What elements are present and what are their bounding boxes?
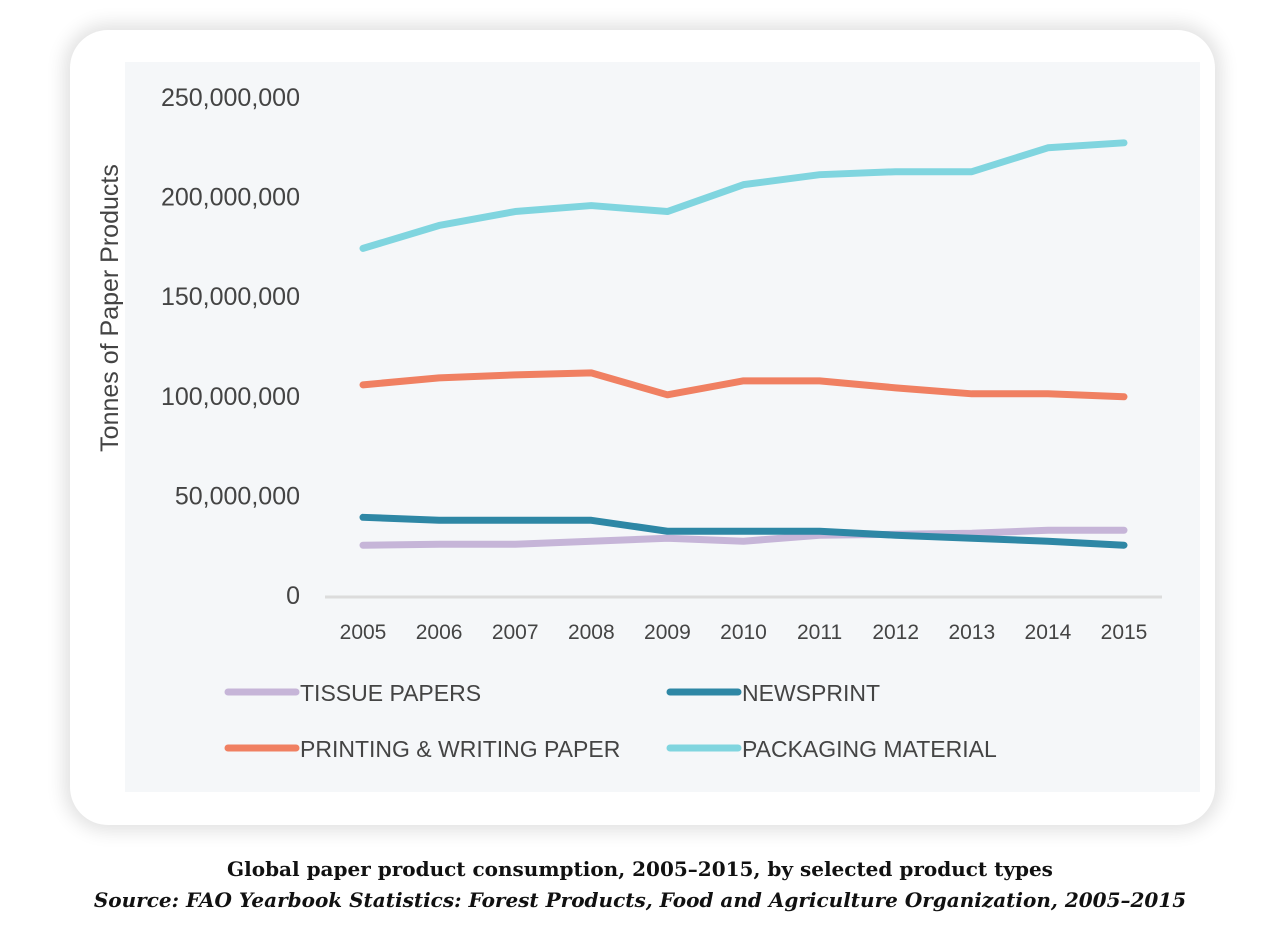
series-line	[359, 369, 1128, 401]
legend-label: PACKAGING MATERIAL	[742, 736, 997, 762]
figure-caption: Global paper product consumption, 2005–2…	[227, 857, 1053, 881]
series-line	[359, 139, 1128, 252]
x-tick-label: 2008	[568, 621, 615, 644]
x-tick-label: 2006	[416, 621, 463, 644]
y-tick-label: 250,000,000	[161, 84, 300, 112]
y-tick-label: 200,000,000	[161, 184, 300, 212]
x-tick-label: 2013	[948, 621, 995, 644]
x-tick-label: 2015	[1101, 621, 1148, 644]
y-tick-label: 50,000,000	[175, 482, 300, 510]
x-tick-label: 2014	[1025, 621, 1072, 644]
x-tick-label: 2011	[797, 621, 842, 644]
x-tick-label: 2009	[644, 621, 691, 644]
legend-label: PRINTING & WRITING PAPER	[300, 736, 620, 762]
figure-source: Source: FAO Yearbook Statistics: Forest …	[93, 888, 1187, 912]
x-tick-label: 2007	[492, 621, 539, 644]
plot-background	[125, 62, 1200, 792]
series-line	[359, 513, 1128, 549]
y-tick-label: 150,000,000	[161, 283, 300, 311]
y-axis-label: Tonnes of Paper Products	[96, 164, 124, 452]
legend-label: TISSUE PAPERS	[300, 680, 481, 706]
x-tick-label: 2005	[340, 621, 387, 644]
y-tick-label: 0	[286, 582, 300, 610]
x-tick-label: 2010	[720, 621, 767, 644]
series-line	[359, 526, 1128, 549]
x-tick-label: 2012	[872, 621, 919, 644]
legend-label: NEWSPRINT	[742, 680, 880, 706]
y-tick-label: 100,000,000	[161, 383, 300, 411]
